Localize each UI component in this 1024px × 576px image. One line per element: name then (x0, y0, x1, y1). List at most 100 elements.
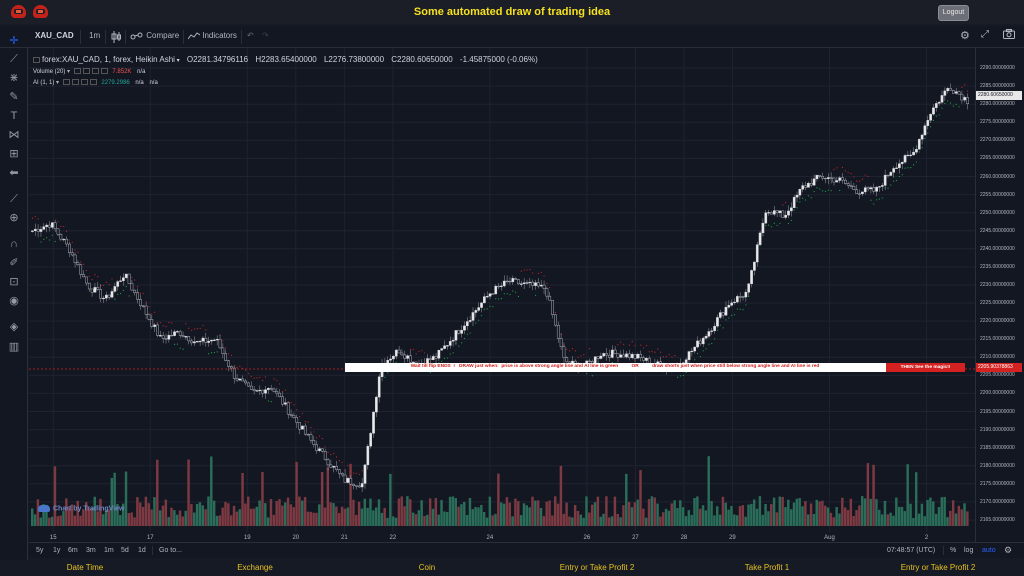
range-3m[interactable]: 3m (86, 547, 96, 554)
price-tick-label: 2235.00000000 (980, 263, 1015, 270)
interval-button[interactable]: 1m (89, 31, 101, 40)
ruler-icon[interactable]: ⟋ (10, 193, 18, 205)
price-tick-label: 2190.00000000 (980, 426, 1015, 433)
volume-bar (136, 497, 139, 526)
more-icon[interactable] (100, 68, 108, 75)
settings-icon[interactable]: ⚙ (960, 30, 970, 42)
projection-icon[interactable]: ⊞ (9, 148, 19, 160)
range-6m[interactable]: 6m (68, 547, 78, 554)
zoom-icon[interactable]: ⊕ (9, 212, 19, 224)
trash-icon[interactable]: ▥ (8, 341, 20, 353)
clock-readout[interactable]: 07:48:57 (UTC) (887, 547, 936, 554)
close-icon[interactable] (80, 79, 88, 86)
pattern-icon[interactable]: ⋈ (8, 129, 20, 141)
percent-toggle[interactable]: % (950, 547, 957, 554)
close-icon[interactable] (91, 68, 99, 75)
candle-body (545, 288, 549, 297)
volume-bar (335, 506, 338, 526)
volume-bar (423, 515, 426, 526)
crosshair-icon[interactable]: ✛ (9, 35, 19, 47)
open-value: O2281.34796116 (186, 55, 249, 64)
volume-bar (232, 505, 236, 526)
back-arrow-icon[interactable]: ⬅ (9, 167, 19, 179)
fib-icon[interactable]: ⋇ (9, 72, 19, 84)
layers-icon[interactable]: ◈ (9, 321, 19, 333)
trend-line-icon[interactable]: ⟋ (10, 53, 18, 65)
tradingview-watermark[interactable]: Chart by TradingView (38, 505, 124, 512)
volume-bar (656, 503, 659, 526)
candle-body (335, 466, 338, 470)
settings-icon[interactable] (71, 79, 79, 86)
ai-line-point (395, 362, 397, 364)
chevron-down-icon[interactable]: ▾ (54, 80, 60, 86)
goto-button[interactable]: Go to... (159, 547, 182, 554)
visibility-icon[interactable] (73, 68, 81, 75)
camera-icon[interactable] (1003, 29, 1015, 41)
candle-body (525, 282, 529, 284)
volume-bar (761, 514, 764, 526)
range-5d[interactable]: 5d (121, 547, 129, 554)
candle-body (528, 281, 532, 284)
ai-line-point (799, 201, 801, 203)
volume-bar (801, 506, 804, 526)
volume-bar (355, 514, 358, 526)
candle-body (693, 346, 697, 352)
volume-bar (79, 515, 82, 526)
range-1d[interactable]: 1d (138, 547, 146, 554)
volume-bar (255, 506, 258, 526)
compare-label: Compare (146, 31, 180, 40)
ai-line-point (944, 102, 946, 105)
level-price-tag: 2205.90378863 (976, 363, 1022, 372)
log-toggle[interactable]: log (964, 547, 974, 554)
compare-button[interactable]: Compare (130, 31, 179, 40)
ai-line-point (876, 199, 878, 201)
symbol-search-button[interactable]: XAU_CAD (35, 31, 74, 40)
lock-icon[interactable]: ⊡ (9, 276, 19, 288)
candle-body (346, 478, 350, 483)
range-1m[interactable]: 1m (104, 547, 114, 554)
candle-body (718, 312, 722, 318)
candle-body (963, 97, 967, 101)
brush-icon[interactable]: ✎ (9, 91, 19, 103)
range-1y[interactable]: 1y (53, 547, 61, 554)
chart-pane[interactable]: 15 17 19 20 21 22 24 26 27 28 29 Aug 2 (29, 48, 975, 542)
redo-icon[interactable]: ↷ (262, 31, 269, 40)
lock-draw-icon[interactable]: ✐ (9, 257, 19, 269)
volume-bar (525, 505, 529, 526)
ai-line-point (850, 172, 852, 175)
volume-bar (724, 502, 727, 526)
ai-line-point (628, 344, 630, 346)
text-icon[interactable]: T (10, 110, 18, 122)
magnet-icon[interactable]: ∩ (10, 238, 18, 250)
auto-toggle[interactable]: auto (982, 547, 996, 554)
price-scale[interactable]: 2290.00000000 2285.00000000 2280.00000000 2… (975, 48, 1024, 542)
chevron-down-icon[interactable]: ▾ (174, 58, 180, 64)
ai-legend[interactable]: AI (1, 1) ▾ 2279.2986 n/a n/a (33, 79, 158, 86)
ai-line-point (196, 328, 198, 330)
volume-bar (554, 496, 557, 526)
more-icon[interactable] (89, 79, 97, 86)
candle-body (195, 341, 199, 343)
undo-icon[interactable]: ↶ (247, 31, 254, 40)
range-5y[interactable]: 5y (36, 547, 44, 554)
candle-body (747, 283, 751, 293)
series-title: forex:XAU_CAD, 1, forex, Heikin Ashi (42, 55, 175, 64)
logout-button[interactable]: Logout (938, 5, 969, 21)
eye-icon[interactable]: ◉ (9, 295, 19, 307)
chevron-down-icon[interactable]: ▾ (65, 69, 71, 75)
fullscreen-icon[interactable]: ⤢ (981, 29, 989, 40)
candle-body (616, 353, 620, 358)
chart-style-button[interactable] (111, 31, 121, 45)
collapse-icon[interactable] (33, 56, 40, 63)
visibility-icon[interactable] (62, 79, 70, 86)
main-series-legend[interactable]: forex:XAU_CAD, 1, forex, Heikin Ashi ▾ O… (33, 55, 538, 64)
indicators-button[interactable]: Indicators (187, 31, 237, 40)
ai-line-point (728, 317, 730, 319)
ai-line-point (796, 207, 798, 209)
volume-legend[interactable]: Volume (20) ▾ 7.852K n/a (33, 68, 145, 75)
settings-icon[interactable] (82, 68, 90, 75)
ai-line-point (966, 90, 969, 92)
price-chart[interactable]: 15 17 19 20 21 22 24 26 27 28 29 Aug 2 (29, 48, 975, 542)
ai-line-point (537, 272, 539, 274)
settings-icon[interactable]: ⚙ (1004, 545, 1013, 555)
